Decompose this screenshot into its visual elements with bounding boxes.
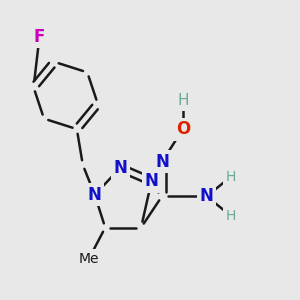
- Text: N: N: [200, 187, 214, 205]
- Text: F: F: [34, 28, 45, 46]
- Text: N: N: [88, 186, 102, 204]
- Text: N: N: [113, 159, 127, 177]
- Text: O: O: [176, 120, 190, 138]
- Text: N: N: [145, 172, 158, 190]
- Text: H: H: [225, 209, 236, 223]
- Text: Me: Me: [79, 252, 99, 266]
- Text: N: N: [155, 153, 169, 171]
- Text: H: H: [177, 93, 189, 108]
- Text: H: H: [225, 170, 236, 184]
